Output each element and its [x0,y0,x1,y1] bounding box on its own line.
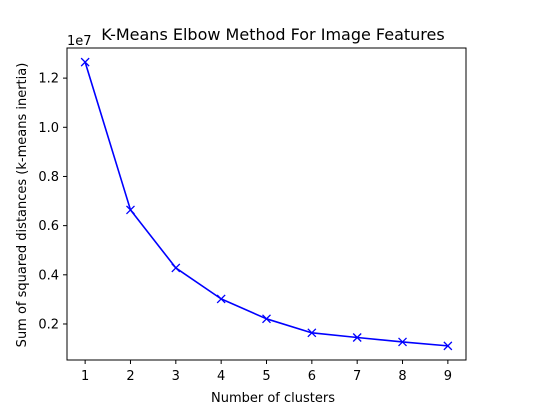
y-tick-label: 0.6 [38,219,59,234]
data-point-marker [352,333,362,342]
data-point-marker [443,341,453,351]
series-line [84,61,448,347]
y-tick-label: 1.2 [38,72,59,87]
x-tick-label: 2 [126,369,134,384]
data-point-marker [398,337,407,347]
y-offset-label: 1e7 [67,34,92,49]
data-point-marker [262,314,271,324]
x-tick-label: 7 [353,369,361,384]
y-tick-label: 0.2 [38,317,59,332]
x-tick-label: 4 [217,369,225,384]
data-point-marker [126,205,135,215]
x-tick-label: 5 [262,369,270,384]
x-tick-label: 1 [81,369,89,384]
data-point-marker [307,328,317,338]
x-axis-label: Number of clusters [211,391,335,405]
x-tick-label: 9 [444,369,452,384]
chart-title: K-Means Elbow Method For Image Features [101,25,444,44]
x-tick-label: 6 [308,369,316,384]
y-tick-label: 0.8 [38,170,59,185]
x-tick-label: 8 [398,369,406,384]
y-tick-label: 1.0 [38,121,59,136]
y-tick-label: 0.4 [38,268,59,283]
data-point-marker [171,263,181,273]
ticks-layer: 1 2 3 4 5 6 7 8 9 0.2 0.4 0.6 0.8 1.0 1.2 [38,72,452,384]
data-point-marker [80,57,90,67]
y-axis-label: Sum of squared distances (k-means inerti… [15,63,30,348]
series-layer [80,57,453,351]
plot-frame [66,47,467,361]
data-point-marker [216,294,226,304]
x-tick-label: 3 [172,369,180,384]
